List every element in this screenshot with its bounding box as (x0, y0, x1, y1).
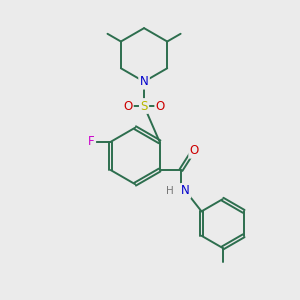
Text: S: S (140, 100, 148, 112)
Text: N: N (181, 184, 190, 197)
Text: F: F (88, 135, 95, 148)
Text: O: O (190, 144, 199, 157)
Text: O: O (156, 100, 165, 112)
Text: H: H (166, 186, 174, 196)
Text: O: O (123, 100, 132, 112)
Text: N: N (140, 75, 148, 88)
